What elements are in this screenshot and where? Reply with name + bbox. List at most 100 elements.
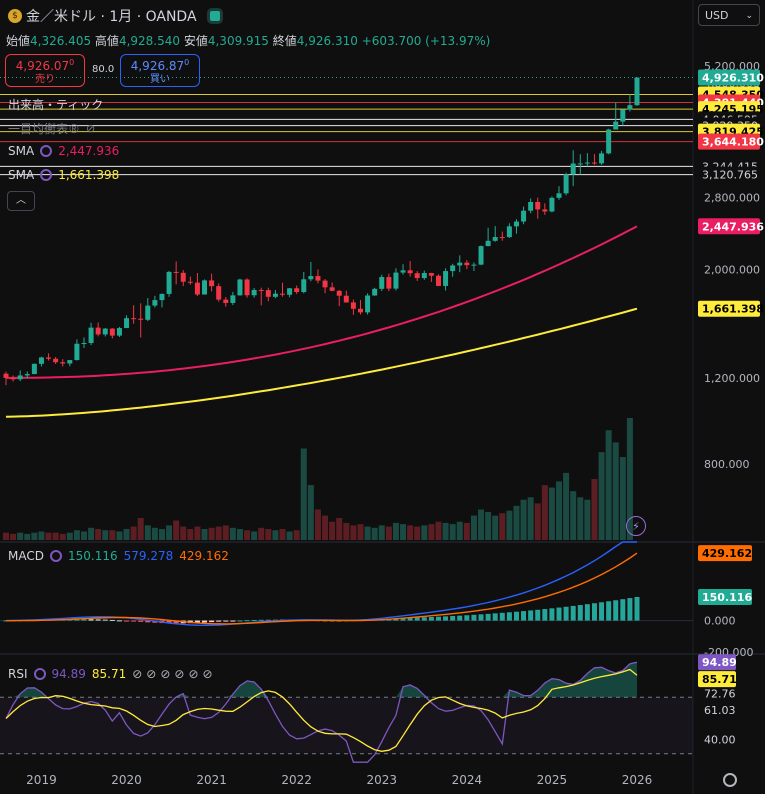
candle-body	[258, 290, 264, 292]
macd-histogram-bar	[194, 620, 200, 623]
macd-histogram-bar	[202, 620, 208, 623]
volume-bar	[52, 532, 59, 540]
volume-indicator[interactable]: 出来高・ティック	[8, 96, 103, 113]
macd-value-tag-label: 150.116	[702, 591, 752, 604]
rsi-loading-icon	[33, 668, 46, 680]
candle-body	[166, 271, 172, 294]
macd-histogram-bar	[209, 620, 215, 623]
volume-bar	[357, 524, 364, 540]
settings-icon[interactable]	[723, 773, 737, 787]
rsi-ma-value: 85.71	[91, 667, 127, 681]
volume-bar	[73, 530, 80, 540]
macd-histogram-bar	[145, 620, 151, 623]
low-value: 4,309.915	[207, 34, 269, 48]
collapse-legend-button[interactable]: ︿	[7, 191, 35, 211]
macd-histogram-bar	[258, 619, 264, 621]
macd-histogram-bar	[95, 619, 101, 621]
candle-body	[400, 270, 406, 273]
volume-bar	[102, 530, 109, 540]
x-tick-label: 2023	[366, 773, 397, 787]
currency-select[interactable]: USD ⌄	[698, 4, 760, 26]
rsi-band	[0, 697, 693, 754]
sma1-indicator[interactable]: SMA 2,447.936	[8, 144, 119, 158]
price-tick-label: 1,200.000	[704, 372, 760, 385]
symbol-header: $ 金／米ドル · 1月 · OANDA	[8, 6, 223, 26]
macd-histogram-bar	[577, 605, 583, 621]
volume-bar	[137, 518, 144, 540]
price-level-tag	[698, 300, 760, 317]
candle-body	[294, 288, 300, 293]
x-tick-label: 2025	[537, 773, 568, 787]
volume-bar	[173, 520, 180, 540]
candle-body	[272, 293, 278, 297]
candle-body	[322, 280, 328, 288]
volume-bar	[421, 525, 428, 540]
macd-label: MACD	[8, 549, 44, 563]
macd-histogram-bar	[471, 614, 477, 621]
candle-body	[329, 287, 335, 291]
volume-bar	[244, 530, 251, 540]
price-level-tag	[698, 69, 760, 86]
ichimoku-indicator[interactable]: 一目均衡表® ⊘	[8, 120, 95, 137]
candle-body	[620, 109, 626, 122]
macd-histogram-bar	[513, 611, 519, 621]
macd-histogram-bar	[521, 611, 527, 621]
macd-histogram-bar	[450, 616, 456, 621]
high-label: 高値	[94, 34, 119, 48]
sma1-value: 2,447.936	[58, 144, 120, 158]
macd-histogram-bar	[216, 620, 222, 622]
volume-bar	[584, 499, 591, 540]
candle-body	[379, 277, 385, 289]
change-value: +603.700 (+13.97%)	[361, 34, 491, 48]
candle-body	[457, 262, 463, 266]
candle-body	[521, 210, 527, 222]
x-tick-label: 2024	[452, 773, 483, 787]
volume-bar	[144, 525, 151, 540]
candle-body	[506, 226, 512, 238]
volume-bar	[499, 513, 506, 540]
x-tick-label: 2021	[196, 773, 227, 787]
volume-bar	[279, 529, 286, 540]
volume-bar	[166, 525, 173, 540]
candle-body	[67, 360, 73, 364]
candle-body	[209, 280, 215, 287]
candle-body	[634, 77, 640, 106]
candle-body	[124, 318, 130, 329]
volume-bar	[59, 533, 66, 540]
buy-button[interactable]: 4,926.870 買い	[120, 54, 200, 87]
volume-bar	[577, 497, 584, 540]
candle-body	[513, 221, 519, 227]
volume-bar	[598, 452, 605, 540]
volume-bar	[300, 448, 307, 540]
volume-bar	[619, 457, 626, 540]
sell-button[interactable]: 4,926.070 売り	[5, 54, 85, 87]
macd-histogram-bar	[81, 619, 87, 621]
rsi-legend[interactable]: RSI 94.89 85.71 ⊘⊘⊘⊘⊘⊘	[8, 667, 217, 681]
open-label: 始値	[6, 34, 31, 48]
high-value: 4,928.540	[118, 34, 181, 48]
sell-price-sup: 0	[69, 58, 75, 67]
volume-bar	[626, 418, 633, 540]
candle-body	[563, 174, 569, 194]
candle-body	[372, 288, 378, 296]
macd-legend[interactable]: MACD 150.116 579.278 429.162	[8, 549, 229, 563]
macd-loading-icon	[49, 550, 62, 562]
macd-histogram-bar	[109, 619, 115, 621]
candle-body	[414, 273, 420, 279]
sma2-indicator[interactable]: SMA 1,661.398	[8, 168, 119, 182]
macd-histogram-bar	[492, 613, 498, 621]
close-label: 終値	[272, 34, 297, 48]
macd-histogram-bar	[173, 620, 179, 624]
price-level-tag-label: 3,120.765	[702, 169, 758, 182]
price-level-tag	[698, 218, 760, 235]
price-level-tag-label: 4,926.310	[702, 72, 764, 85]
hidden-eye-icon[interactable]: ⊘	[86, 122, 96, 135]
lightning-icon[interactable]: ⚡	[626, 516, 646, 536]
volume-bar	[385, 526, 392, 540]
symbol-title[interactable]: 金／米ドル · 1月 · OANDA	[26, 9, 197, 25]
candle-body	[159, 293, 165, 301]
volume-bar	[343, 522, 350, 540]
ichimoku-label: 一目均衡表®	[8, 122, 81, 136]
